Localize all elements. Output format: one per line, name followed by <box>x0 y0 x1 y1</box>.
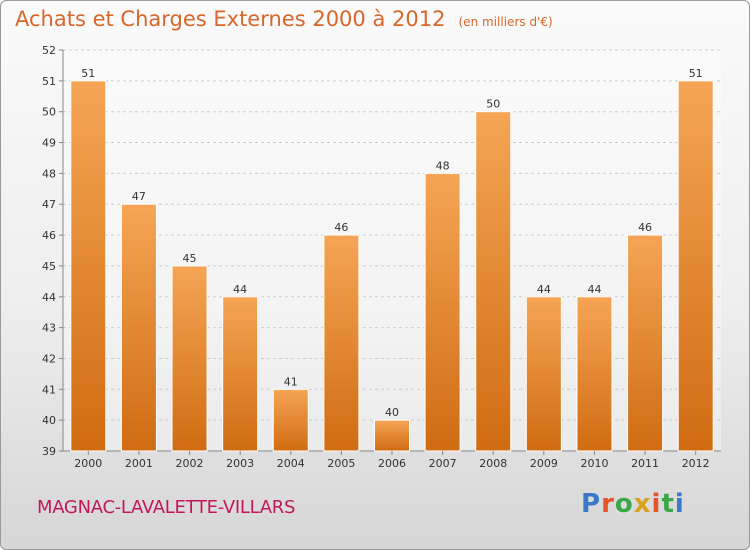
logo-letter: i <box>651 489 662 519</box>
y-tick-label: 48 <box>42 167 56 180</box>
y-tick-label: 45 <box>42 260 56 273</box>
value-label: 50 <box>486 98 500 111</box>
logo-letter: o <box>614 489 634 519</box>
y-tick-label: 52 <box>42 44 56 57</box>
y-tick-label: 40 <box>42 414 56 427</box>
x-tick-label: 2005 <box>327 457 355 470</box>
x-tick-label: 2011 <box>631 457 659 470</box>
x-tick-label: 2008 <box>479 457 507 470</box>
x-tick-label: 2012 <box>682 457 710 470</box>
x-tick-label: 2001 <box>125 457 153 470</box>
chart-subtitle: (en milliers d'€) <box>458 15 553 29</box>
bar <box>475 111 512 452</box>
value-label: 51 <box>689 67 703 80</box>
x-tick-label: 2004 <box>277 457 305 470</box>
bar <box>677 80 714 452</box>
y-tick-label: 46 <box>42 229 56 242</box>
proxiti-logo: Proxiti <box>581 489 685 519</box>
value-label: 44 <box>233 283 247 296</box>
bar <box>323 234 360 452</box>
y-tick-label: 51 <box>42 75 56 88</box>
bar <box>222 296 259 452</box>
y-tick-label: 47 <box>42 198 56 211</box>
value-label: 41 <box>284 375 298 388</box>
y-tick-label: 50 <box>42 106 56 119</box>
x-tick-label: 2010 <box>580 457 608 470</box>
y-tick-label: 42 <box>42 352 56 365</box>
bar <box>424 172 461 452</box>
y-tick-label: 49 <box>42 137 56 150</box>
value-label: 47 <box>132 190 146 203</box>
value-label: 44 <box>537 283 551 296</box>
logo-letter: i <box>674 489 685 519</box>
logo-letter: P <box>581 489 602 519</box>
logo-letter: r <box>601 489 615 519</box>
bar <box>70 80 107 452</box>
bar <box>374 419 410 452</box>
value-label: 46 <box>334 221 348 234</box>
x-tick-label: 2009 <box>530 457 558 470</box>
plot-area <box>63 50 721 451</box>
city-name: MAGNAC-LAVALETTE-VILLARS <box>37 497 296 518</box>
value-label: 40 <box>385 406 399 419</box>
bar <box>272 388 309 452</box>
chart-title: Achats et Charges Externes 2000 à 2012 <box>15 7 446 31</box>
value-label: 48 <box>436 159 450 172</box>
x-tick-label: 2007 <box>429 457 457 470</box>
bar <box>576 296 613 452</box>
logo-letter: x <box>633 489 652 519</box>
y-tick-label: 41 <box>42 383 56 396</box>
x-tick-label: 2006 <box>378 457 406 470</box>
title-row: Achats et Charges Externes 2000 à 2012 (… <box>15 7 553 31</box>
x-tick-label: 2002 <box>176 457 204 470</box>
y-tick-label: 39 <box>42 445 56 458</box>
value-label: 44 <box>587 283 601 296</box>
bar <box>525 296 562 452</box>
value-label: 45 <box>183 252 197 265</box>
x-tick-label: 2003 <box>226 457 254 470</box>
x-tick-label: 2000 <box>74 457 102 470</box>
y-tick-label: 43 <box>42 322 56 335</box>
value-label: 51 <box>81 67 95 80</box>
logo-letter: t <box>661 489 675 519</box>
bar <box>627 234 664 452</box>
value-label: 46 <box>638 221 652 234</box>
bar <box>171 265 208 452</box>
bar <box>120 203 157 452</box>
y-tick-label: 44 <box>42 291 56 304</box>
